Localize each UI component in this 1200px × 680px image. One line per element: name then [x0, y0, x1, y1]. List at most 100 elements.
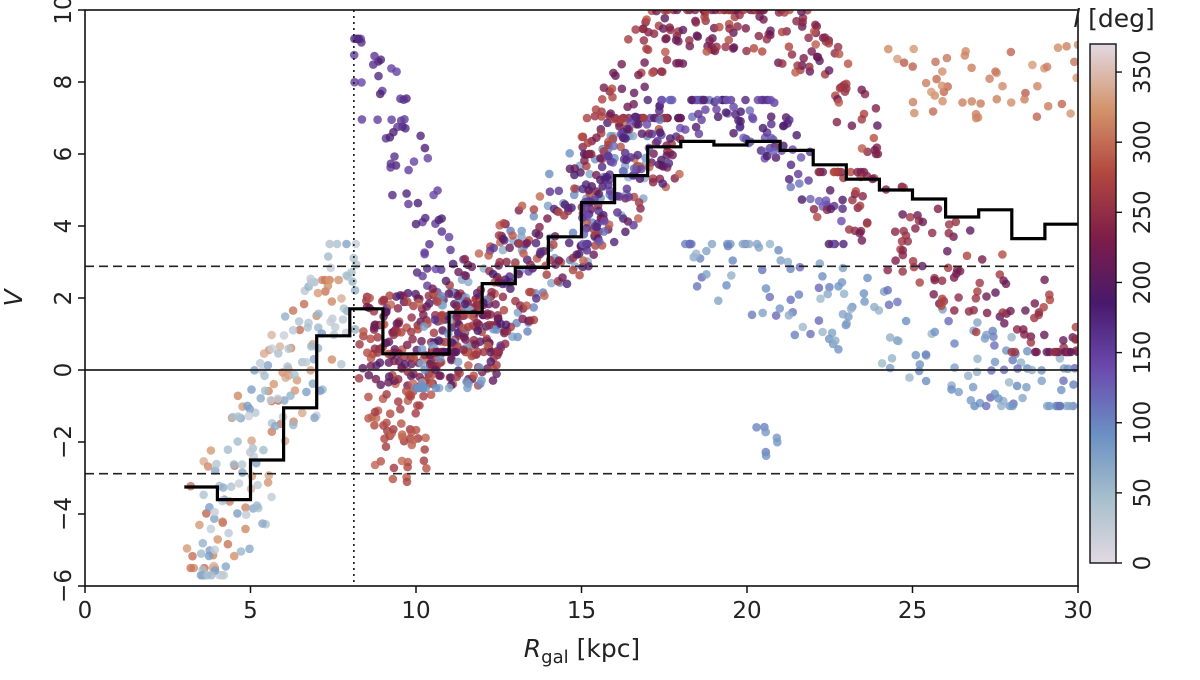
scatter-point: [390, 152, 399, 161]
scatter-point: [628, 131, 638, 141]
scatter-point: [915, 360, 925, 369]
scatter-point: [534, 230, 544, 240]
scatter-point: [554, 207, 563, 217]
scatter-point: [950, 306, 959, 315]
scatter-point: [506, 284, 515, 294]
scatter-point: [275, 342, 285, 351]
scatter-point: [371, 374, 381, 384]
scatter-point: [397, 419, 406, 428]
scatter-point: [609, 68, 618, 78]
scatter-point: [831, 336, 840, 346]
scatter-point: [224, 528, 233, 538]
scatter-point: [786, 182, 795, 192]
scatter-point: [500, 339, 510, 349]
scatter-point: [891, 256, 900, 265]
scatter-point: [221, 562, 231, 571]
scatter-point: [241, 503, 250, 512]
scatter-point: [234, 479, 244, 488]
scatter-point: [1037, 376, 1046, 386]
scatter-point: [484, 251, 493, 260]
scatter-point: [417, 336, 426, 346]
scatter-point: [898, 267, 907, 276]
scatter-point: [990, 357, 1000, 367]
scatter-point: [1059, 336, 1068, 345]
scatter-point: [599, 83, 609, 92]
scatter-point: [402, 340, 412, 350]
scatter-point: [667, 95, 677, 105]
scatter-point: [624, 35, 633, 44]
scatter-point: [672, 10, 682, 15]
scatter-point: [210, 466, 220, 475]
scatter-point: [816, 294, 825, 304]
scatter-point: [642, 15, 651, 24]
scatter-point: [338, 315, 348, 324]
scatter-point: [747, 310, 757, 320]
scatter-point: [364, 392, 373, 402]
scatter-point: [581, 203, 591, 213]
scatter-point: [834, 98, 844, 107]
scatter-point: [835, 84, 845, 93]
scatter-point: [640, 58, 649, 67]
scatter-point: [921, 376, 931, 386]
scatter-point: [502, 326, 512, 336]
scatter-point: [545, 169, 554, 179]
scatter-point: [702, 47, 711, 56]
scatter-point: [812, 212, 822, 222]
scatter-point: [584, 185, 593, 195]
scatter-point: [429, 328, 439, 338]
scatter-point: [846, 304, 856, 314]
scatter-point: [511, 258, 520, 268]
scatter-point: [397, 328, 406, 337]
scatter-point: [818, 327, 827, 337]
scatter-point: [1020, 95, 1029, 104]
scatter-point: [549, 240, 558, 249]
scatter-point: [841, 320, 851, 330]
scatter-point: [384, 337, 394, 347]
scatter-point: [977, 255, 987, 264]
scatter-point: [1010, 347, 1020, 357]
scatter-point: [944, 228, 954, 238]
scatter-point: [741, 95, 750, 105]
scatter-point: [820, 33, 830, 42]
scatter-point: [577, 132, 587, 142]
scatter-point: [701, 105, 710, 114]
scatter-point: [705, 36, 714, 45]
scatter-point: [1064, 401, 1074, 411]
scatter-point: [370, 323, 379, 332]
scatter-point: [757, 265, 767, 275]
scatter-point: [1045, 290, 1054, 300]
scatter-points: [182, 10, 1078, 580]
scatter-point: [489, 243, 499, 253]
scatter-point: [722, 281, 731, 290]
scatter-point: [327, 355, 337, 364]
scatter-point: [594, 189, 604, 199]
scatter-point: [416, 131, 425, 141]
scatter-point: [911, 224, 920, 233]
scatter-point: [807, 47, 816, 56]
scatter-point: [375, 358, 385, 368]
scatter-point: [229, 551, 239, 561]
scatter-point: [351, 239, 361, 249]
scatter-point: [715, 22, 724, 32]
scatter-point: [461, 271, 471, 281]
scatter-point: [777, 27, 787, 37]
scatter-point: [997, 401, 1006, 411]
scatter-point: [522, 238, 532, 248]
scatter-point: [280, 396, 289, 405]
scatter-point: [590, 111, 600, 121]
scatter-point: [204, 551, 214, 561]
scatter-point: [407, 427, 416, 437]
scatter-point: [766, 112, 776, 121]
scatter-point: [591, 105, 601, 114]
scatter-point: [299, 299, 309, 309]
scatter-point: [294, 317, 304, 326]
scatter-point: [839, 289, 849, 299]
scatter-point: [617, 59, 626, 69]
scatter-point: [288, 420, 298, 430]
scatter-point: [795, 179, 804, 188]
scatter-point: [938, 67, 947, 76]
scatter-point: [519, 249, 528, 258]
x-tick-label: 0: [78, 598, 93, 624]
scatter-point: [921, 350, 931, 359]
scatter-point: [488, 376, 498, 385]
